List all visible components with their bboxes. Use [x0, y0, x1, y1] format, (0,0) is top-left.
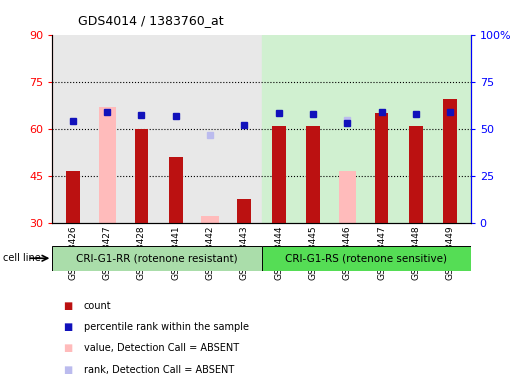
Text: ■: ■ — [63, 364, 72, 375]
Bar — [444, 99, 457, 223]
Text: CRI-G1-RS (rotenone sensitive): CRI-G1-RS (rotenone sensitive) — [285, 253, 447, 263]
Text: percentile rank within the sample: percentile rank within the sample — [84, 322, 248, 333]
Text: ■: ■ — [63, 301, 72, 311]
Bar — [99, 107, 116, 223]
Bar — [169, 157, 183, 223]
Bar — [272, 126, 286, 223]
Bar — [306, 126, 320, 223]
Text: ■: ■ — [63, 322, 72, 333]
Text: GDS4014 / 1383760_at: GDS4014 / 1383760_at — [78, 14, 224, 27]
Text: rank, Detection Call = ABSENT: rank, Detection Call = ABSENT — [84, 364, 234, 375]
Text: value, Detection Call = ABSENT: value, Detection Call = ABSENT — [84, 343, 239, 354]
Bar — [52, 35, 262, 223]
Bar — [66, 171, 79, 223]
Bar — [262, 35, 471, 223]
Bar — [409, 126, 423, 223]
Bar — [237, 199, 251, 223]
Text: CRI-G1-RR (rotenone resistant): CRI-G1-RR (rotenone resistant) — [76, 253, 238, 263]
Text: ■: ■ — [63, 343, 72, 354]
Bar — [374, 113, 389, 223]
Text: count: count — [84, 301, 111, 311]
Bar — [339, 171, 356, 223]
Text: cell line: cell line — [3, 253, 40, 263]
Bar — [134, 129, 149, 223]
Bar — [201, 217, 219, 223]
